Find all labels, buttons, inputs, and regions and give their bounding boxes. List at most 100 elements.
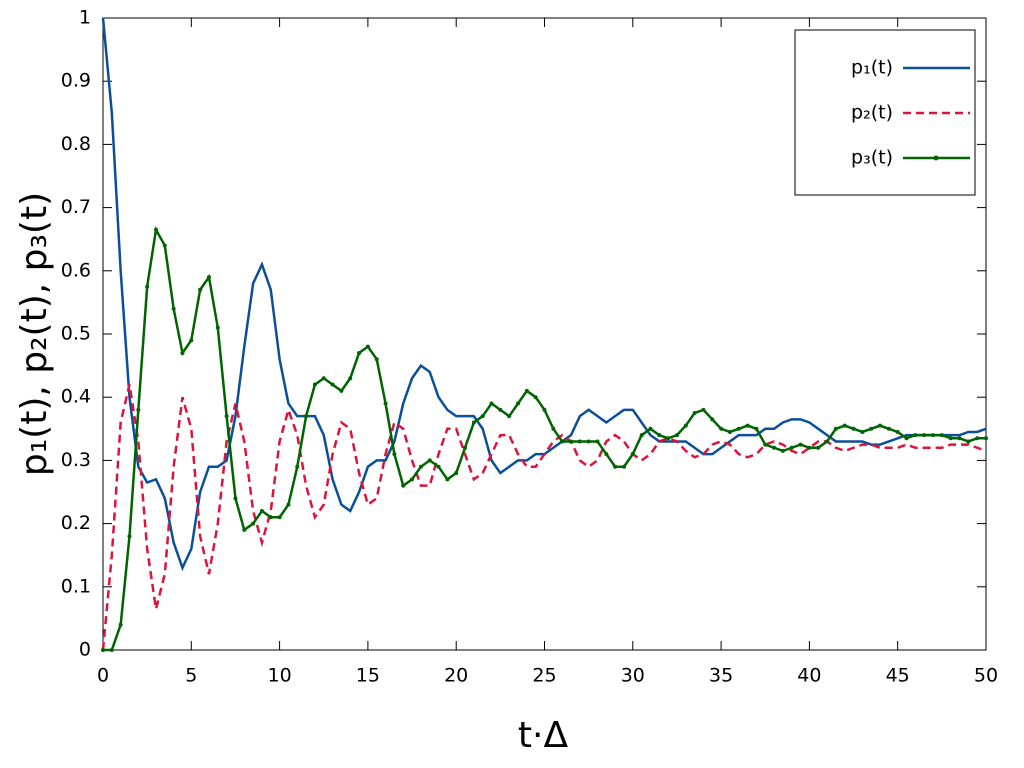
series-marker: [568, 439, 573, 444]
series-marker: [339, 388, 344, 393]
x-tick-label: 50: [974, 665, 998, 687]
series-marker: [613, 464, 618, 469]
x-tick-label: 30: [621, 665, 645, 687]
series-marker: [436, 464, 441, 469]
series-marker: [754, 426, 759, 431]
x-tick-label: 5: [185, 665, 197, 687]
series-marker: [242, 527, 247, 532]
series-marker: [657, 433, 662, 438]
series-marker: [215, 325, 220, 330]
x-tick-label: 40: [797, 665, 821, 687]
series-marker: [736, 426, 741, 431]
series-marker: [869, 426, 874, 431]
series-marker: [825, 439, 830, 444]
y-tick-label: 0.2: [61, 512, 91, 534]
series-marker: [153, 227, 158, 232]
series-marker: [109, 648, 114, 652]
series-marker: [277, 515, 282, 520]
series-marker: [427, 458, 432, 463]
series-marker: [445, 477, 450, 482]
x-tick-label: 20: [444, 665, 468, 687]
series-marker: [551, 426, 556, 431]
series-marker: [772, 445, 777, 450]
x-tick-label: 35: [709, 665, 733, 687]
series-marker: [710, 417, 715, 422]
x-tick-label: 15: [356, 665, 380, 687]
series-marker: [410, 477, 415, 482]
series-marker: [498, 407, 503, 412]
series-marker: [251, 521, 256, 526]
series-marker: [586, 439, 591, 444]
series-line: [103, 225, 986, 652]
series-marker: [330, 382, 335, 387]
series-marker: [674, 433, 679, 438]
series-marker: [180, 350, 185, 355]
series-marker: [145, 284, 150, 289]
series-marker: [206, 275, 211, 280]
series-marker: [939, 433, 944, 438]
series-marker: [577, 439, 582, 444]
y-tick-label: 0.4: [61, 386, 91, 408]
y-axis-label: p₁(t), p₂(t), p₃(t): [14, 192, 55, 476]
series-marker: [321, 376, 326, 381]
series-marker: [648, 426, 653, 431]
series-marker: [268, 515, 273, 520]
x-tick-label: 10: [268, 665, 292, 687]
series-marker: [719, 426, 724, 431]
series-marker: [604, 452, 609, 457]
series-marker: [666, 436, 671, 441]
series-marker: [189, 338, 194, 343]
series-marker: [851, 426, 856, 431]
series-marker: [383, 401, 388, 406]
series-line: [101, 384, 987, 651]
series-marker: [286, 502, 291, 507]
series-marker: [454, 471, 459, 476]
series-marker: [542, 407, 547, 412]
y-tick-label: 0.3: [61, 449, 91, 471]
series-marker: [118, 622, 123, 627]
y-tick-label: 0.5: [61, 323, 91, 345]
series-marker: [886, 426, 891, 431]
series-marker: [816, 445, 821, 450]
series-marker: [348, 376, 353, 381]
series-marker: [780, 448, 785, 453]
series-marker: [480, 414, 485, 419]
series-marker: [595, 439, 600, 444]
series-marker: [127, 534, 132, 539]
series-marker: [136, 407, 141, 412]
series-marker: [833, 426, 838, 431]
series-marker: [516, 401, 521, 406]
series-marker: [966, 439, 971, 444]
series-marker: [763, 442, 768, 447]
series-marker: [418, 464, 423, 469]
series-marker: [365, 344, 370, 349]
series-marker: [312, 382, 317, 387]
series-marker: [683, 423, 688, 428]
series-marker: [233, 496, 238, 501]
series-marker: [463, 445, 468, 450]
y-tick-label: 0: [79, 639, 91, 661]
series-marker: [957, 436, 962, 441]
series-marker: [904, 436, 909, 441]
series-marker: [507, 414, 512, 419]
series-marker: [392, 452, 397, 457]
series-marker: [374, 357, 379, 362]
series-marker: [807, 445, 812, 450]
series-marker: [198, 287, 203, 292]
y-tick-label: 0.1: [61, 575, 91, 597]
series-marker: [931, 433, 936, 438]
series-marker: [639, 433, 644, 438]
series-marker: [745, 423, 750, 428]
series-marker: [948, 436, 953, 441]
series-marker: [101, 648, 105, 652]
series-marker: [630, 452, 635, 457]
series-marker: [727, 429, 732, 434]
legend-swatch-marker: [933, 155, 939, 161]
x-axis-label: t·Δ: [518, 715, 569, 756]
y-tick-label: 0.6: [61, 259, 91, 281]
series-marker: [471, 420, 476, 425]
series-marker: [224, 414, 229, 419]
series-marker: [878, 423, 883, 428]
series-marker: [295, 464, 300, 469]
